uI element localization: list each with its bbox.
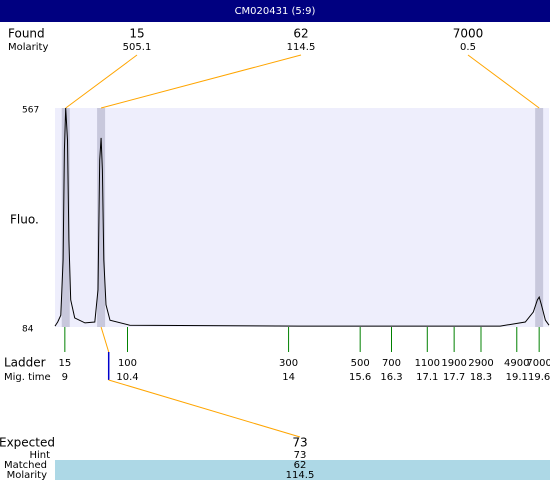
molarity-label: Molarity (7, 470, 47, 480)
ladder-mig-time: 19.6 (528, 372, 550, 383)
matched-label: Matched (4, 460, 47, 471)
ladder-mig-time: 10.4 (116, 372, 138, 383)
ladder-mig-time: 14 (282, 372, 295, 383)
ladder-size: 7000 (526, 358, 550, 369)
ladder-mig-time: 19.1 (506, 372, 528, 383)
molarity-value: 114.5 (286, 470, 315, 480)
hint-label: Hint (29, 450, 50, 461)
y-tick-label: 567 (22, 106, 39, 116)
ladder-size: 500 (351, 358, 370, 369)
plot-area (55, 108, 549, 327)
peak-leader (100, 54, 302, 109)
peak-band (61, 108, 70, 327)
expected-label: Expected (0, 436, 55, 450)
mig-time-label: Mig. time (4, 372, 51, 383)
ladder-size: 4900 (504, 358, 529, 369)
title-bar (0, 0, 550, 22)
title: CM020431 (5:9) (235, 6, 316, 17)
found-size: 7000 (453, 27, 484, 41)
peak-leader (65, 54, 138, 109)
found-molarity: 0.5 (460, 42, 476, 53)
hint-value: 73 (294, 450, 307, 461)
ladder-mig-time: 18.3 (470, 372, 492, 383)
trace (54, 107, 550, 327)
ladder-size: 1900 (441, 358, 466, 369)
ladder-mig-time: 15.6 (349, 372, 371, 383)
ladder-size: 2900 (468, 358, 493, 369)
ladder-mig-time: 9 (62, 372, 68, 383)
matched-value: 62 (294, 460, 307, 471)
found-size: 62 (293, 27, 308, 41)
ladder-size: 15 (58, 358, 71, 369)
peak-band (535, 108, 544, 327)
molarity-label: Molarity (8, 42, 48, 53)
ladder-mig-time: 17.7 (443, 372, 465, 383)
ladder-mig-time: 17.1 (416, 372, 438, 383)
ladder-size: 700 (382, 358, 401, 369)
found-molarity: 505.1 (123, 42, 152, 53)
y-axis-label: Fluo. (10, 213, 39, 227)
expected-value: 73 (292, 436, 307, 450)
ladder-size: 100 (118, 358, 137, 369)
ladder-size: 300 (279, 358, 298, 369)
ladder-label: Ladder (4, 356, 46, 370)
found-molarity: 114.5 (287, 42, 316, 53)
peak-leader (467, 54, 540, 109)
peak-band (97, 108, 106, 327)
matched-bar (55, 460, 550, 480)
found-size: 15 (129, 27, 144, 41)
ladder-size: 1100 (415, 358, 440, 369)
y-tick-label: 84 (22, 325, 34, 335)
expected-leader (108, 379, 301, 438)
found-label: Found (8, 27, 45, 41)
ladder-mig-time: 16.3 (380, 372, 402, 383)
hint-leader (100, 326, 110, 353)
